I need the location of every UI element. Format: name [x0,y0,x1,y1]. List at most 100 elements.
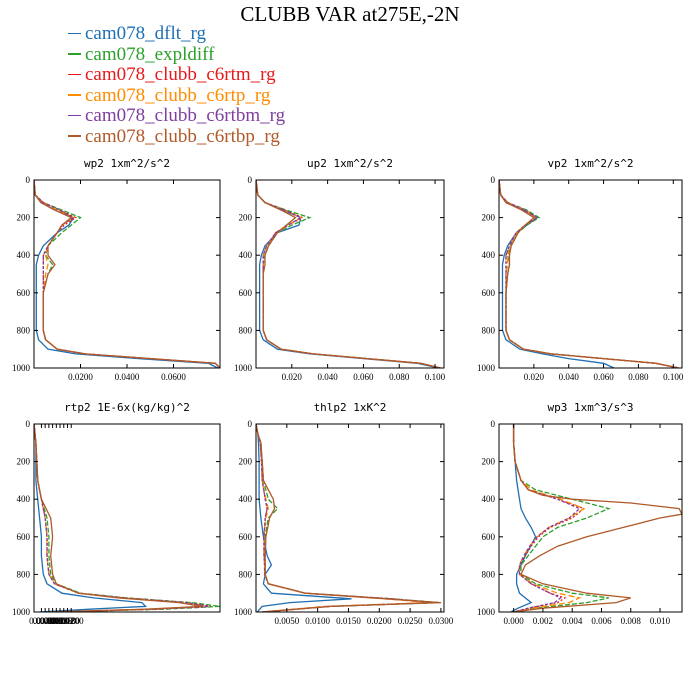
series-line [34,180,220,368]
y-tick-label: 800 [482,325,496,335]
legend-item: cam078_clubb_c6rtbp_rg [68,125,285,148]
y-tick-label: 800 [17,569,31,579]
series-line [256,180,441,368]
y-tick-label: 1000 [234,607,253,617]
x-tick-label: 0.0100 [305,616,330,626]
series-line [256,424,441,612]
series-line [256,424,435,612]
y-tick-label: 0 [248,419,253,429]
series-line [34,424,220,612]
series-line [499,180,679,368]
y-tick-label: 400 [482,494,496,504]
legend-label: cam078_clubb_c6rtbp_rg [85,125,280,147]
y-tick-label: 0 [491,419,496,429]
series-line [512,424,682,612]
plot-frame [498,423,683,613]
panel-title: rtp2 1E-6x(kg/kg)^2 [64,401,190,414]
chart-panel: vp2 1xm^2/s^2 0 200 400 600 800 1000 0.020 0.040… [477,157,684,382]
x-tick-label: 0.010 [650,616,671,626]
x-tick-label: 0.0300 [429,616,454,626]
y-tick-label: 200 [17,213,31,223]
x-tick-label: 0.0200 [367,616,392,626]
y-tick-label: 400 [239,250,253,260]
series-line [499,180,679,368]
legend-swatch [68,94,81,96]
series-line [256,424,429,612]
series-line [34,424,148,612]
plot-frame [33,179,221,369]
x-tick-label: 0.0140 [48,616,73,626]
x-tick-label: 0.060 [353,372,374,382]
legend-swatch [68,32,81,35]
y-tick-label: 1000 [477,607,496,617]
x-tick-label: 0.040 [559,372,580,382]
x-tick-label: 0.0250 [398,616,423,626]
series-line [34,180,220,368]
y-tick-label: 800 [239,325,253,335]
series-line [34,424,206,612]
panel-title: up2 1xm^2/s^2 [307,157,393,170]
series-line [512,424,586,612]
chart-panel: wp2 1xm^2/s^2 0 200 400 600 800 1000 0.0200 0.04… [12,157,221,382]
x-tick-label: 0.0200 [68,372,93,382]
y-tick-label: 600 [239,532,253,542]
y-tick-label: 400 [17,250,31,260]
x-tick-label: 0.0080 [37,616,62,626]
y-tick-label: 400 [239,494,253,504]
plot-frame [33,423,221,613]
panel-title: vp2 1xm^2/s^2 [547,157,633,170]
series-line [512,424,581,612]
x-tick-label: 0.0050 [274,616,299,626]
x-tick-label: 0.100 [425,372,446,382]
y-tick-label: 0 [26,419,31,429]
y-tick-label: 200 [482,213,496,223]
x-tick-label: 0.080 [389,372,410,382]
chart-panel: up2 1xm^2/s^2 0 200 400 600 800 1000 0.020 0.040… [234,157,446,382]
series-line [256,424,441,612]
y-tick-label: 200 [482,457,496,467]
legend-label: cam078_dflt_rg [85,23,207,44]
chart-panel: wp3 1xm^3/s^3 0 200 400 600 800 1000 0.000 0.002… [477,401,683,626]
y-tick-label: 400 [482,250,496,260]
y-tick-label: 200 [17,457,31,467]
series-line [34,180,220,368]
x-tick-label: 0.020 [282,372,303,382]
series-line [34,424,211,612]
legend-swatch [68,73,81,76]
series-line [499,180,679,368]
x-tick-label: 0.000 [504,616,525,626]
y-tick-label: 1000 [12,607,31,617]
legend-label: cam078_clubb_c6rtm_rg [85,64,276,85]
y-tick-label: 0 [248,175,253,185]
legend-item: cam078_expldiff [68,44,285,66]
x-tick-label: 0.0040 [29,616,54,626]
y-tick-label: 600 [482,288,496,298]
series-line [256,180,439,368]
x-tick-label: 0.0600 [161,372,186,382]
series-line [256,424,352,612]
series-line [34,424,202,612]
x-tick-label: 0.100 [663,372,684,382]
x-tick-label: 0.060 [593,372,614,382]
series-line [499,180,679,368]
y-tick-label: 800 [482,569,496,579]
x-tick-label: 0.0120 [44,616,69,626]
y-tick-label: 200 [239,457,253,467]
plot-frame [498,179,683,369]
figure-title: CLUBB VAR at275E,-2N [240,2,460,26]
chart-panel: thlp2 1xK^2 0 200 400 600 800 1000 0.0050 0.0100… [234,401,454,626]
series-line [510,424,537,612]
y-tick-label: 200 [239,213,253,223]
x-tick-label: 0.040 [317,372,338,382]
y-tick-label: 800 [239,569,253,579]
legend-swatch [68,53,81,55]
x-tick-label: 0.006 [591,616,612,626]
series-line [256,180,441,368]
y-tick-label: 600 [239,288,253,298]
y-tick-label: 800 [17,325,31,335]
chart-panel: rtp2 1E-6x(kg/kg)^2020040060080010000.00… [12,401,221,626]
y-tick-label: 1000 [477,363,496,373]
legend-swatch [68,114,81,117]
legend-swatch [68,135,81,137]
x-tick-label: 0.0160 [51,616,76,626]
